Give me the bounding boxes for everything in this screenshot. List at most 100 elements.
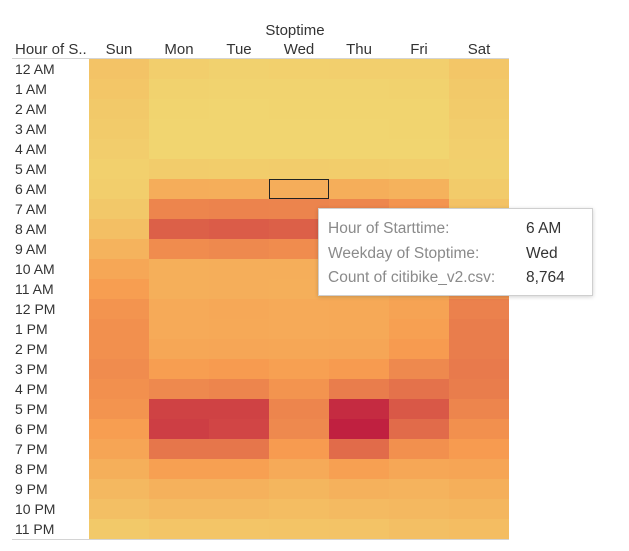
heatmap-cell — [89, 219, 149, 239]
heatmap-cell — [209, 499, 269, 519]
row-label: 8 PM — [15, 461, 48, 477]
heatmap-cell — [89, 79, 149, 99]
heatmap-cell — [89, 259, 149, 279]
tooltip-label: Weekday of Stoptime: — [328, 245, 480, 262]
heatmap-cell — [449, 339, 509, 359]
heatmap-cell — [149, 99, 209, 119]
heatmap-cell — [209, 139, 269, 159]
row-label: 10 PM — [15, 501, 55, 517]
heatmap-cell — [149, 279, 209, 299]
heatmap-cell — [449, 399, 509, 419]
heatmap-cell — [209, 79, 269, 99]
heatmap-cell — [449, 419, 509, 439]
heatmap-cell — [209, 319, 269, 339]
heatmap-cell — [89, 199, 149, 219]
column-header-mon: Mon — [164, 41, 193, 58]
heatmap-cell — [149, 399, 209, 419]
heatmap-cell — [449, 79, 509, 99]
row-label: 5 PM — [15, 401, 48, 417]
row-label: 9 AM — [15, 241, 47, 257]
column-header-tue: Tue — [226, 41, 251, 58]
heatmap-cell — [209, 219, 269, 239]
heatmap-cell — [389, 499, 449, 519]
heatmap-cell — [149, 379, 209, 399]
heatmap-cell — [329, 339, 389, 359]
heatmap-cell — [329, 139, 389, 159]
column-header-sat: Sat — [468, 41, 491, 58]
heatmap-cell — [209, 459, 269, 479]
heatmap-cell — [449, 159, 509, 179]
heatmap-cell — [269, 299, 329, 319]
heatmap-cell — [329, 379, 389, 399]
heatmap-cell — [89, 339, 149, 359]
heatmap-cell — [449, 139, 509, 159]
heatmap-cell — [449, 59, 509, 79]
tooltip-value: 8,764 — [526, 269, 565, 286]
heatmap-cell — [209, 399, 269, 419]
heatmap-cell — [269, 119, 329, 139]
heatmap-cell — [269, 419, 329, 439]
row-label: 7 AM — [15, 201, 47, 217]
row-label: 10 AM — [15, 261, 55, 277]
heatmap-cell — [449, 519, 509, 539]
row-label: 7 PM — [15, 441, 48, 457]
heatmap-cell — [149, 459, 209, 479]
heatmap-cell — [389, 79, 449, 99]
heatmap-cell — [269, 339, 329, 359]
heatmap-cell — [269, 219, 329, 239]
heatmap-cell — [389, 459, 449, 479]
heatmap-cell — [269, 239, 329, 259]
row-label: 12 AM — [15, 61, 55, 77]
row-label: 4 PM — [15, 381, 48, 397]
heatmap-cell — [149, 239, 209, 259]
heatmap-cell — [329, 479, 389, 499]
heatmap-cell — [89, 419, 149, 439]
heatmap-cell — [449, 359, 509, 379]
column-header-fri: Fri — [410, 41, 428, 58]
heatmap-cell — [149, 339, 209, 359]
heatmap-cell — [269, 399, 329, 419]
tooltip-label: Count of citibike_v2.csv: — [328, 269, 496, 286]
heatmap-cell — [149, 319, 209, 339]
heatmap-cell — [269, 139, 329, 159]
heatmap-cell — [329, 359, 389, 379]
heatmap-cell — [389, 59, 449, 79]
row-label: 5 AM — [15, 161, 47, 177]
row-label: 4 AM — [15, 141, 47, 157]
heatmap-cell — [269, 379, 329, 399]
heatmap-cell — [209, 379, 269, 399]
heatmap-cell — [389, 339, 449, 359]
heatmap-cell — [209, 259, 269, 279]
heatmap-cell — [389, 139, 449, 159]
heatmap-cell — [209, 199, 269, 219]
heatmap-cell — [449, 379, 509, 399]
heatmap-cell — [149, 219, 209, 239]
heatmap-cell — [449, 179, 509, 199]
heatmap-cell — [89, 139, 149, 159]
heatmap-cell — [89, 239, 149, 259]
heatmap-cell — [389, 419, 449, 439]
heatmap-cell — [209, 359, 269, 379]
heatmap-cell — [449, 479, 509, 499]
heatmap-cell — [149, 299, 209, 319]
heatmap-cell — [209, 439, 269, 459]
heatmap-cell — [149, 359, 209, 379]
heatmap-cell — [149, 519, 209, 539]
row-label: 12 PM — [15, 301, 55, 317]
heatmap-cell — [149, 119, 209, 139]
heatmap-cell — [329, 519, 389, 539]
heatmap-cell — [209, 119, 269, 139]
row-label: 1 AM — [15, 81, 47, 97]
tooltip-value: Wed — [526, 245, 558, 262]
heatmap-cell — [449, 459, 509, 479]
heatmap-cell — [269, 159, 329, 179]
heatmap-cell — [149, 419, 209, 439]
heatmap-cell — [329, 439, 389, 459]
heatmap-cell — [149, 499, 209, 519]
heatmap-cell — [389, 99, 449, 119]
heatmap-cell — [89, 499, 149, 519]
heatmap-cell — [329, 499, 389, 519]
heatmap-cell — [149, 259, 209, 279]
heatmap-cell — [149, 199, 209, 219]
